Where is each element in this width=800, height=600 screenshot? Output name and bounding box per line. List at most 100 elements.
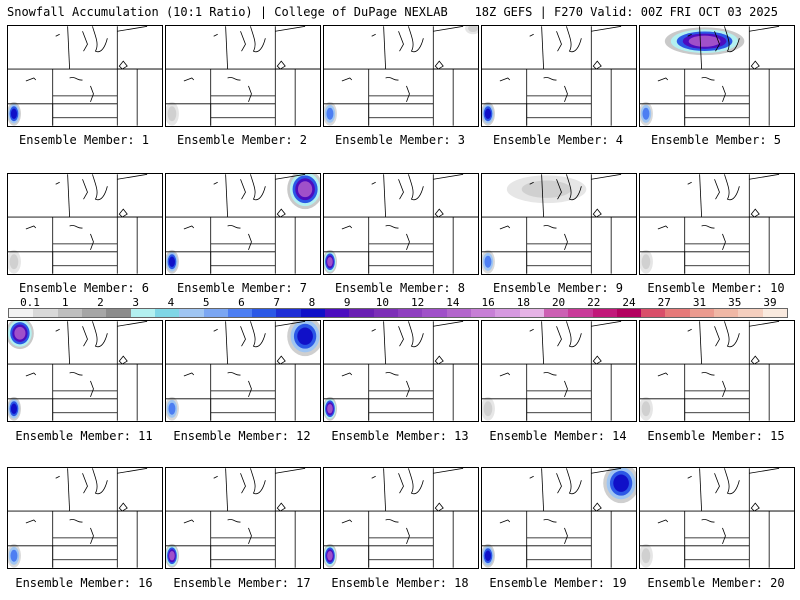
- map-border-line: [714, 31, 720, 52]
- map-border-line: [25, 519, 37, 524]
- map-border-line: [82, 326, 88, 347]
- map-border-line: [69, 225, 83, 229]
- colorbar-cell: [519, 309, 544, 317]
- map-border-line: [564, 85, 568, 102]
- member-label: Ensemble Member: 9: [492, 281, 624, 295]
- map-border-line: [225, 174, 228, 218]
- colorbar-cell: [543, 309, 569, 317]
- map-border-line: [699, 468, 702, 512]
- member-label: Ensemble Member: 1: [18, 133, 150, 147]
- map-border-line: [714, 326, 720, 347]
- snowfall-shading: [14, 326, 26, 340]
- snowfall-map-svg: [324, 468, 478, 568]
- map-border-line: [724, 321, 740, 348]
- snowfall-shading: [484, 255, 492, 268]
- map-border-line: [383, 468, 386, 512]
- colorbar-cell: [227, 309, 253, 317]
- colorbar-cell: [398, 309, 423, 317]
- ensemble-member-map: [7, 173, 163, 275]
- map-border-line: [541, 321, 544, 365]
- map-border-line: [592, 60, 602, 70]
- map-border-line: [69, 519, 83, 523]
- ensemble-member-map: [323, 320, 479, 422]
- colorbar-cell: [106, 309, 131, 317]
- snowfall-colorbar: [8, 308, 788, 318]
- map-border-line: [749, 321, 780, 327]
- colorbar-cell: [738, 309, 763, 317]
- snowfall-shading: [297, 181, 313, 198]
- map-border-line: [433, 468, 464, 474]
- ensemble-member-map: [639, 467, 795, 569]
- map-border-line: [687, 475, 692, 479]
- ensemble-member-map: [481, 320, 637, 422]
- map-border-line: [183, 77, 195, 82]
- map-border-line: [701, 519, 715, 523]
- ensemble-member-map: [323, 467, 479, 569]
- snowfall-shading: [613, 474, 629, 492]
- snowfall-shading: [483, 401, 493, 417]
- map-border-line: [566, 468, 582, 495]
- map-border-line: [749, 468, 780, 474]
- colorbar-tick-label: 5: [202, 296, 210, 309]
- chart-title: Snowfall Accumulation (10:1 Ratio) | Col…: [7, 5, 448, 19]
- snowfall-map-svg: [8, 174, 162, 274]
- map-border-line: [248, 527, 252, 544]
- map-border-line: [724, 26, 740, 53]
- ensemble-member-map: [481, 25, 637, 127]
- colorbar-tick-label: 0.1: [20, 296, 40, 309]
- map-border-line: [55, 181, 60, 185]
- snowfall-shading: [169, 550, 175, 561]
- snowfall-shading: [297, 327, 313, 345]
- map-border-line: [276, 502, 286, 512]
- map-border-line: [276, 60, 286, 70]
- ensemble-member-map: [165, 25, 321, 127]
- ensemble-member-map: [481, 173, 637, 275]
- map-border-line: [117, 321, 148, 327]
- map-border-line: [750, 355, 760, 365]
- colorbar-tick-label: 18: [516, 296, 530, 309]
- ensemble-member-map: [639, 25, 795, 127]
- colorbar-cell: [325, 309, 350, 317]
- member-label: Ensemble Member: 20: [647, 576, 785, 590]
- member-label: Ensemble Member: 7: [176, 281, 308, 295]
- colorbar-tick-label: 27: [657, 296, 671, 309]
- map-border-line: [749, 26, 780, 32]
- snowfall-shading: [326, 107, 334, 120]
- ensemble-member-map: [165, 467, 321, 569]
- map-border-line: [398, 179, 404, 200]
- snowfall-shading: [167, 106, 177, 122]
- snowfall-shading: [168, 402, 176, 415]
- colorbar-cell: [422, 309, 447, 317]
- map-border-line: [724, 174, 740, 201]
- colorbar-cell: [130, 309, 155, 317]
- map-border-line: [406, 85, 410, 102]
- map-border-line: [248, 233, 252, 250]
- ensemble-member-map: [323, 173, 479, 275]
- map-border-line: [385, 77, 399, 81]
- snowfall-map-svg: [640, 468, 794, 568]
- map-border-line: [183, 225, 195, 230]
- member-label: Ensemble Member: 16: [15, 576, 153, 590]
- colorbar-tick-label: 1: [61, 296, 69, 309]
- map-border-line: [566, 26, 582, 53]
- colorbar-tick-label: 2: [97, 296, 104, 309]
- map-border-line: [276, 208, 286, 218]
- map-border-line: [433, 26, 464, 32]
- map-border-line: [701, 77, 715, 81]
- colorbar-tick-label: 9: [343, 296, 351, 309]
- colorbar-cell: [568, 309, 593, 317]
- map-border-line: [434, 355, 444, 365]
- map-border-line: [90, 233, 94, 250]
- map-border-line: [406, 380, 410, 397]
- map-border-line: [225, 468, 228, 512]
- ensemble-member-map: [7, 467, 163, 569]
- map-border-line: [591, 321, 622, 327]
- map-border-line: [341, 77, 353, 82]
- map-border-line: [529, 181, 534, 185]
- map-border-line: [92, 174, 108, 201]
- map-border-line: [371, 328, 376, 332]
- map-border-line: [434, 60, 444, 70]
- map-border-line: [225, 26, 228, 70]
- map-border-line: [92, 468, 108, 495]
- member-label: Ensemble Member: 4: [492, 133, 624, 147]
